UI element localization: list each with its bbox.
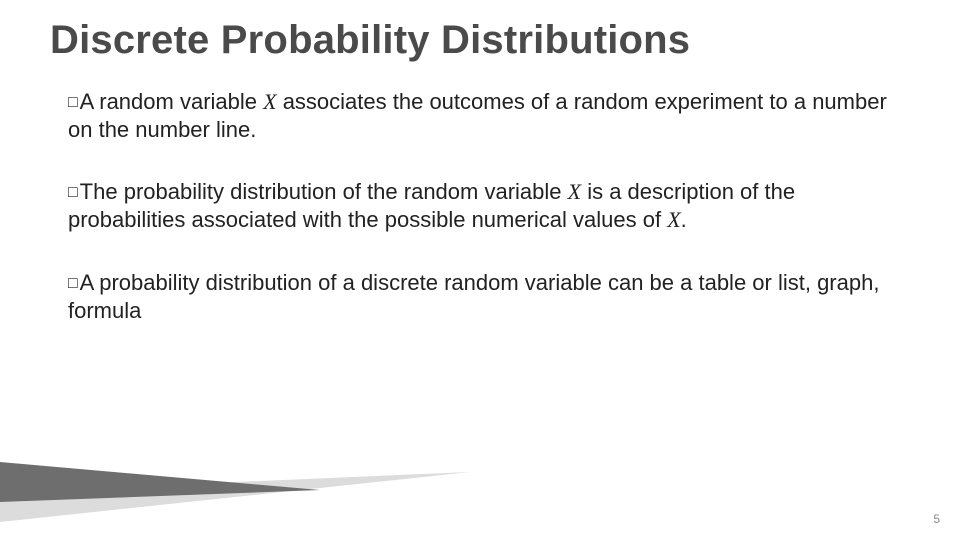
wedge-dark [0,462,320,502]
variable-x: X [667,207,680,232]
decorative-wedge [0,432,470,522]
bullet-item: □A random variable X associates the outc… [68,88,910,144]
page-number: 5 [933,512,940,526]
bullet-prefix: The [80,179,124,204]
bullet-list: □A random variable X associates the outc… [50,88,910,325]
page-title: Discrete Probability Distributions [50,18,910,62]
variable-x: X [568,179,581,204]
bullet-text: random variable [99,89,263,114]
bullet-text: . [681,207,687,232]
bullet-marker-icon: □ [68,93,78,113]
bullet-marker-icon: □ [68,183,78,203]
bullet-marker-icon: □ [68,274,78,294]
bullet-prefix: A [80,89,100,114]
wedge-light [0,472,470,522]
bullet-text: probability distribution of a discrete r… [68,270,879,323]
bullet-prefix: A [80,270,100,295]
slide-container: Discrete Probability Distributions □A ra… [0,0,960,540]
variable-x: X [263,89,276,114]
bullet-item: □The probability distribution of the ran… [68,178,910,234]
bullet-item: □A probability distribution of a discret… [68,269,910,325]
bullet-text: probability distribution of the random v… [124,179,568,204]
